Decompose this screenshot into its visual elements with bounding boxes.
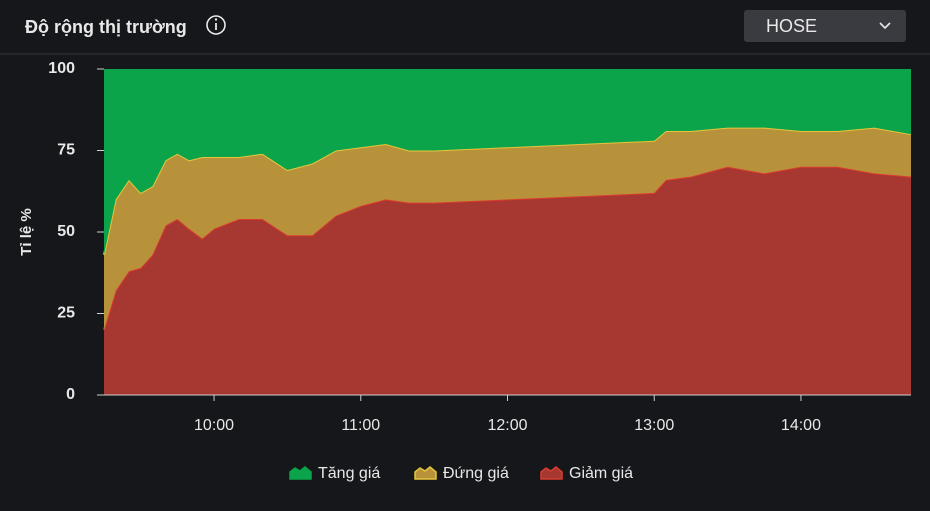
legend-item[interactable]: Đứng giá [414, 465, 509, 482]
info-circle [206, 15, 226, 35]
area [104, 166, 911, 395]
y-tick-label: 100 [48, 60, 75, 77]
legend-label: Tăng giá [318, 465, 380, 482]
legend-icon [540, 466, 563, 480]
dropdown-chevron [879, 22, 891, 30]
x-tick-label: 10:00 [194, 417, 234, 434]
plot: 0 25 50 75 100 10:00 11:00 12:00 13:00 14:00 Tăng … [48, 60, 912, 482]
area [104, 69, 911, 255]
legend-item[interactable]: Giảm giá [540, 465, 633, 482]
x-tick-label: 14:00 [781, 417, 821, 434]
area [104, 127, 911, 330]
legend-icon [289, 466, 312, 480]
y-tick-label: 50 [57, 223, 75, 240]
dropdown-value: HOSE [766, 16, 817, 36]
x-tick-label: 13:00 [634, 417, 674, 434]
info-icon[interactable] [206, 15, 226, 35]
legend-label: Đứng giá [443, 465, 509, 482]
info-dot [214, 18, 218, 21]
y-tick-label: 75 [57, 142, 75, 159]
legend-icon [414, 466, 437, 480]
x-tick-label: 12:00 [487, 417, 527, 434]
legend-item[interactable]: Tăng giá [289, 465, 380, 482]
legend-label: Giảm giá [569, 465, 633, 482]
x-tick-label: 11:00 [341, 417, 380, 434]
y-tick-label: 0 [66, 386, 75, 403]
y-axis-label: Tỉ lệ % [18, 208, 35, 256]
widget-title: Độ rộng thị trường [25, 17, 187, 37]
y-tick-label: 25 [57, 305, 75, 322]
market-dropdown[interactable]: HOSE [744, 10, 906, 42]
dropdown-box [744, 10, 906, 42]
